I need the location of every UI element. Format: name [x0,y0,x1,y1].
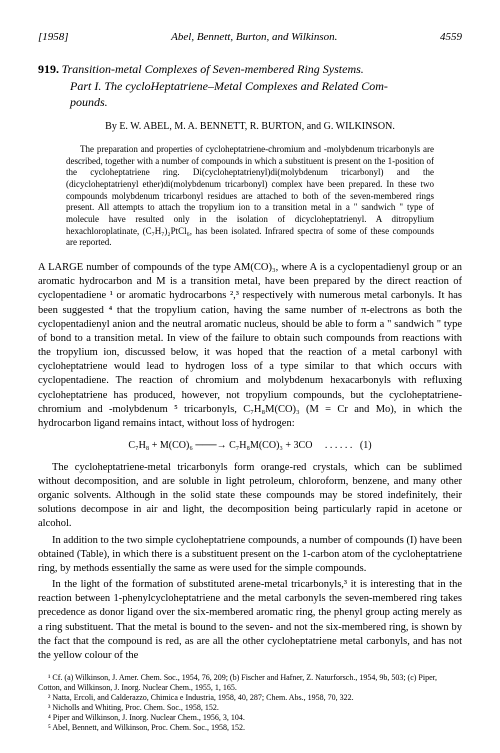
title-line-3: pounds. [70,94,462,110]
equation-text: C₇H₈ + M(CO)₆ ───→ C₇H₈M(CO)₃ + 3CO [128,440,312,451]
header-authors: Abel, Bennett, Burton, and Wilkinson. [171,30,337,45]
ref-5: ⁵ Abel, Bennett, and Wilkinson, Proc. Ch… [38,723,462,733]
title-block: 919. Transition-metal Complexes of Seven… [38,61,462,111]
body-p1-text: A LARGE number of compounds of the type … [38,262,462,429]
body-para-3: In addition to the two simple cyclohepta… [38,534,462,577]
header-year: [1958] [38,30,69,45]
abstract: The preparation and properties of cycloh… [66,144,434,249]
equation-1: C₇H₈ + M(CO)₆ ───→ C₇H₈M(CO)₃ + 3CO . . … [38,439,462,453]
abstract-text: The preparation and properties of cycloh… [66,144,434,249]
title-line-1: Transition-metal Complexes of Seven-memb… [62,62,364,76]
ref-3: ³ Nicholls and Whiting, Proc. Chem. Soc.… [38,703,462,713]
ref-1: ¹ Cf. (a) Wilkinson, J. Amer. Chem. Soc.… [38,673,462,693]
page: [1958] Abel, Bennett, Burton, and Wilkin… [0,0,500,753]
running-header: [1958] Abel, Bennett, Burton, and Wilkin… [38,30,462,45]
authors: By E. W. ABEL, M. A. BENNETT, R. BURTON,… [38,120,462,134]
body-para-4: In the light of the formation of substit… [38,578,462,663]
article-number: 919. [38,62,59,76]
title-line-2: Part I. The cycloHeptatriene–Metal Compl… [70,78,462,94]
equation-dots: . . . . . . [325,440,353,451]
header-page-num: 4559 [440,30,462,45]
body-para-1: A LARGE number of compounds of the type … [38,261,462,431]
ref-2: ² Natta, Ercoli, and Calderazzo, Chimica… [38,693,462,703]
equation-number: (1) [360,440,372,451]
footnote-refs: ¹ Cf. (a) Wilkinson, J. Amer. Chem. Soc.… [38,673,462,733]
body-para-2: The cycloheptatriene-metal tricarbonyls … [38,461,462,532]
ref-4: ⁴ Piper and Wilkinson, J. Inorg. Nuclear… [38,713,462,723]
